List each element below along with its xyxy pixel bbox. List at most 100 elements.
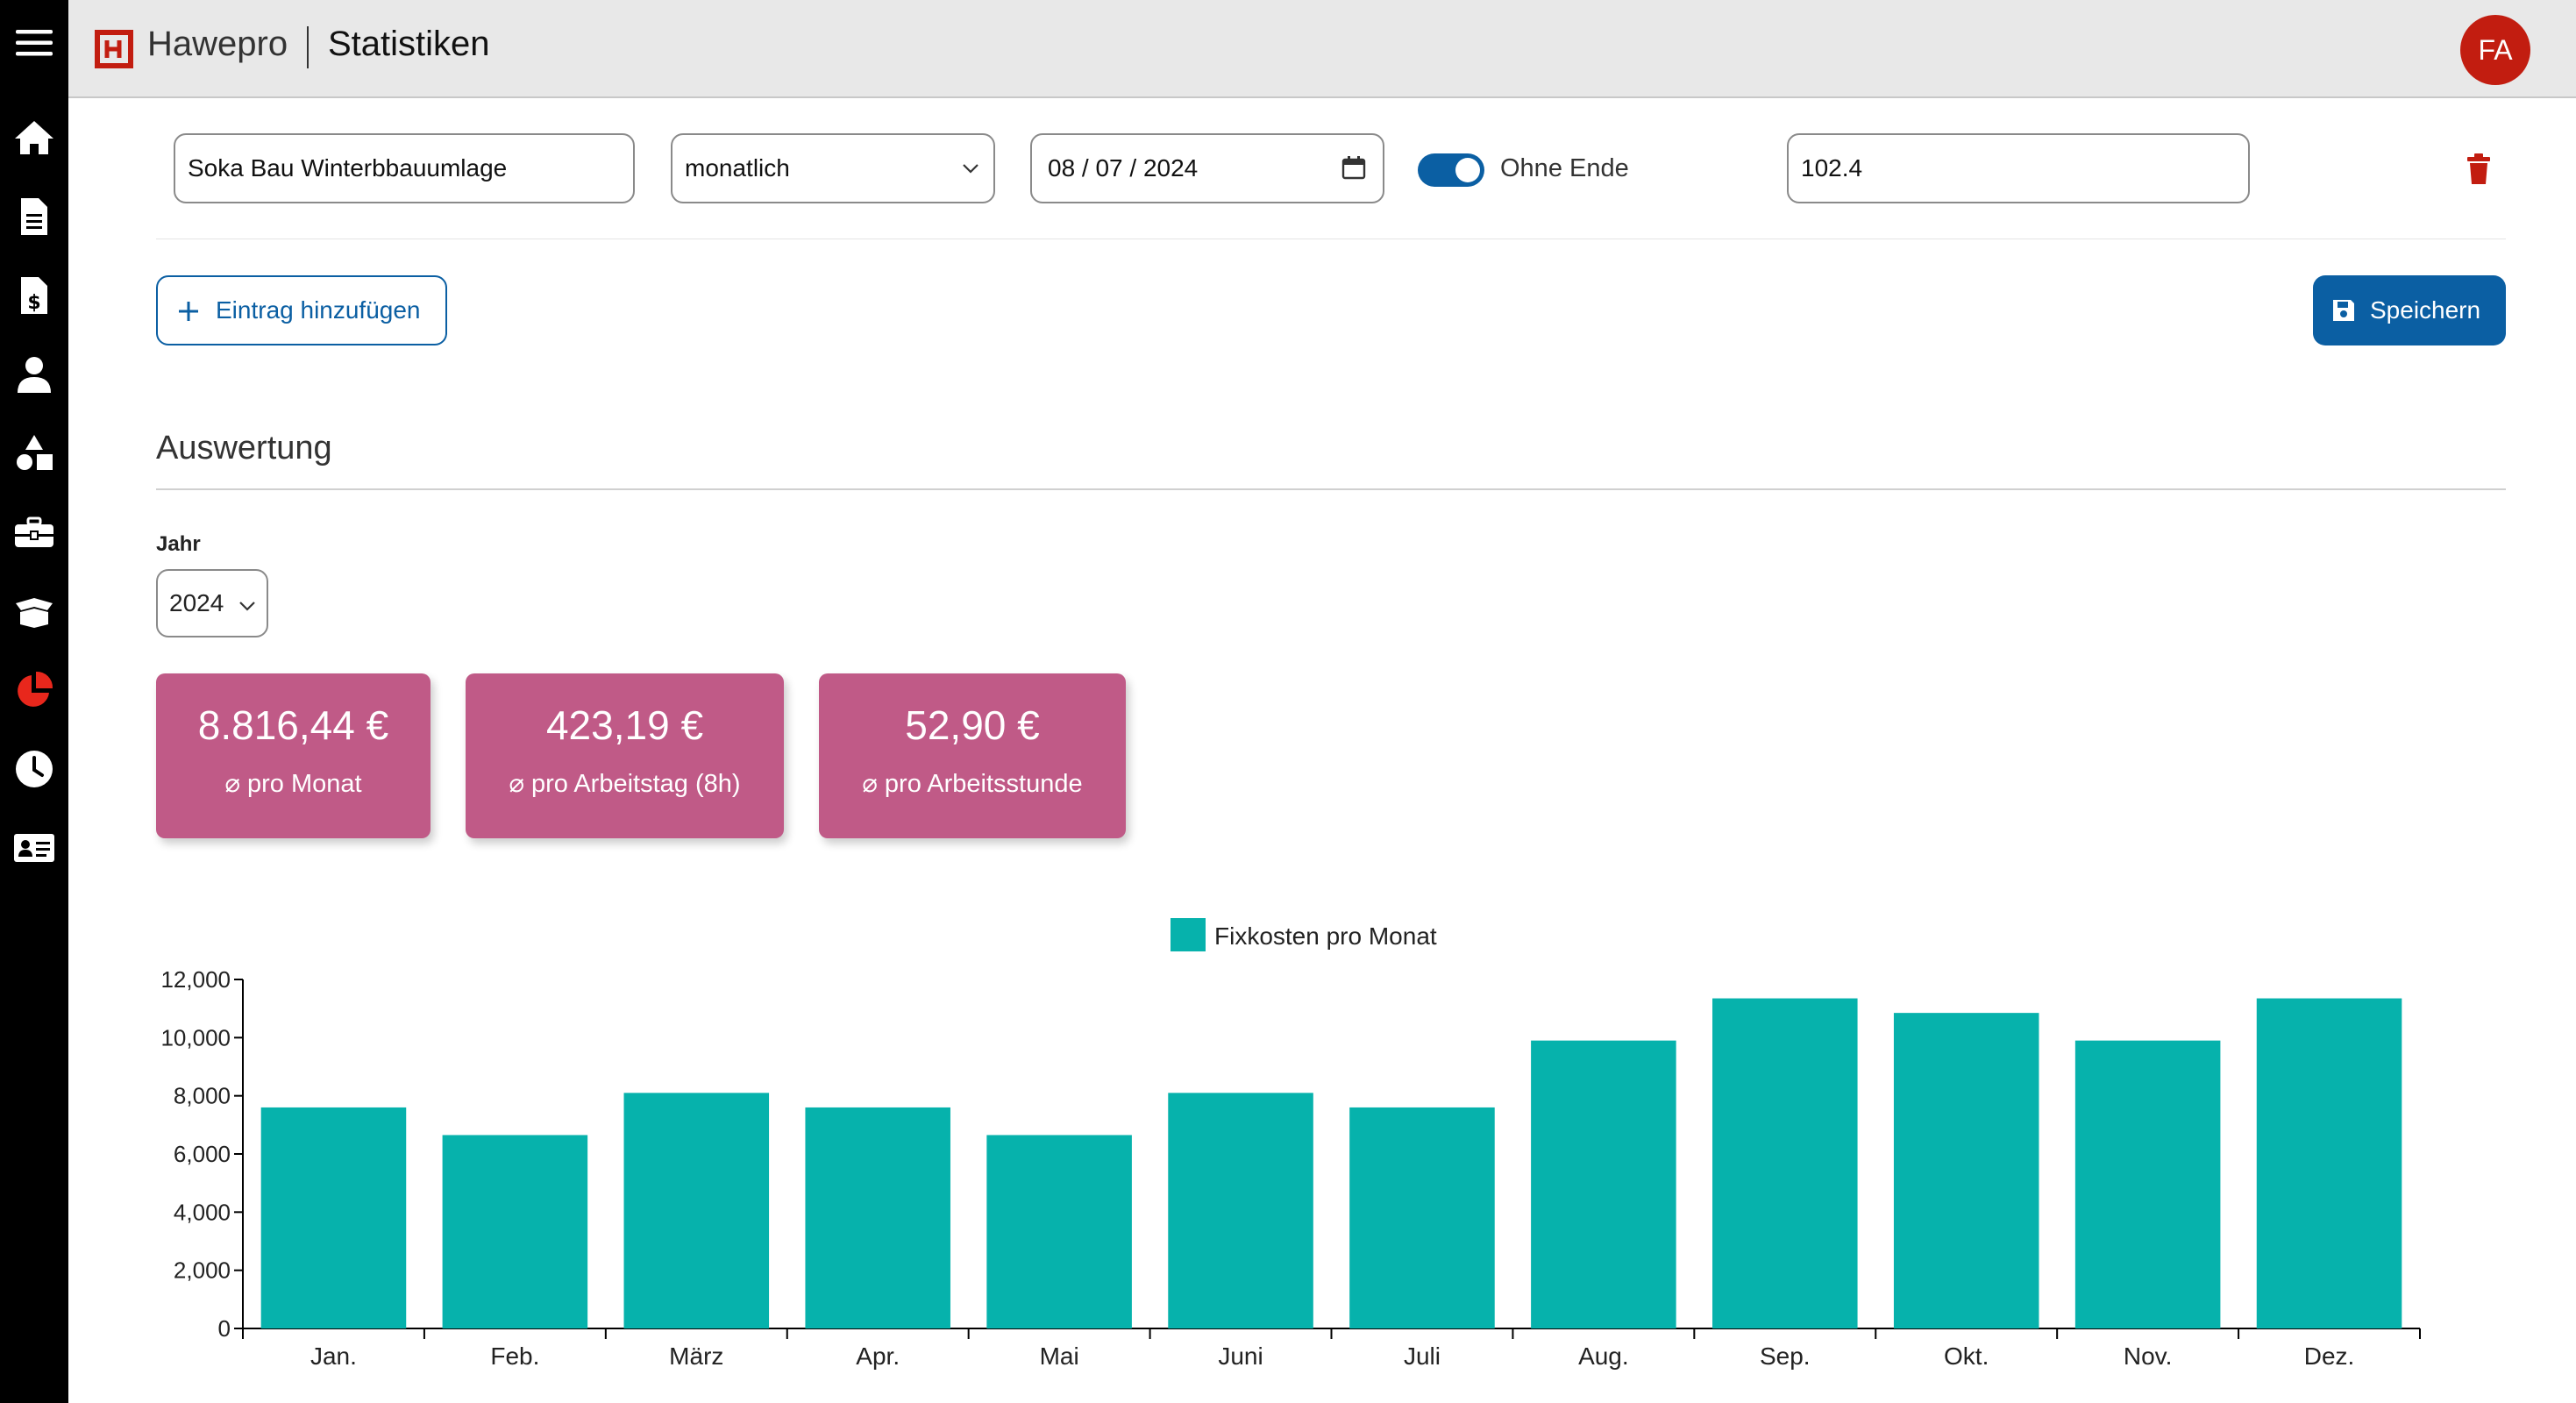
- y-tick-label: 10,000: [160, 1024, 231, 1050]
- kpi-label: pro Arbeitstag (8h): [530, 770, 741, 798]
- page-title: Statistiken: [328, 25, 490, 63]
- pie-chart-icon: [18, 671, 53, 707]
- sidebar-item-tools[interactable]: [0, 502, 68, 563]
- x-tick-label: Nov.: [2124, 1342, 2173, 1370]
- hamburger-icon: [16, 30, 53, 56]
- bar: [2074, 1040, 2221, 1328]
- bar: [623, 1093, 770, 1328]
- x-tick-label: Jan.: [310, 1342, 357, 1370]
- bar: [986, 1135, 1132, 1328]
- year-select[interactable]: 2024: [156, 569, 268, 637]
- amount-input[interactable]: 102.4: [1787, 133, 2250, 203]
- year-label: Jahr: [156, 532, 201, 556]
- x-tick-label: Okt.: [1944, 1342, 1989, 1370]
- sidebar-item-contacts[interactable]: [0, 817, 68, 879]
- x-tick-label: Juni: [1218, 1342, 1263, 1370]
- save-button[interactable]: Speichern: [2313, 275, 2506, 345]
- box-icon: [16, 598, 53, 628]
- add-entry-label: Eintrag hinzufügen: [216, 296, 421, 324]
- kpi-card-per-month: 8.816,44 € ⌀ pro Monat: [156, 673, 431, 838]
- bar: [1893, 1013, 2039, 1328]
- invoice-icon: $: [21, 277, 47, 314]
- average-icon: ⌀: [224, 770, 240, 798]
- fixed-costs-bar-chart: Fixkosten pro Monat 0 2,000 4,000 6,000 8,000…: [160, 918, 2421, 1370]
- kpi-card-per-hour: 52,90 € ⌀ pro Arbeitsstunde: [819, 673, 1126, 838]
- average-icon: ⌀: [862, 770, 878, 798]
- brand-separator: [307, 26, 309, 68]
- sidebar-item-objects[interactable]: [0, 423, 68, 484]
- shapes-icon: [17, 435, 53, 470]
- calendar-icon[interactable]: [1341, 154, 1367, 181]
- kpi-value: 8.816,44 €: [197, 702, 389, 748]
- svg-text:$: $: [27, 292, 40, 314]
- evaluation-divider: [156, 488, 2506, 490]
- add-entry-button[interactable]: Eintrag hinzufügen: [156, 275, 447, 345]
- hawepro-logo-icon: [95, 30, 133, 68]
- bar: [805, 1107, 950, 1328]
- chevron-down-icon: [963, 164, 978, 174]
- save-label: Speichern: [2370, 296, 2481, 324]
- kpi-label: pro Arbeitsstunde: [884, 770, 1083, 798]
- chevron-down-icon: [239, 602, 255, 611]
- toolbox-icon: [15, 516, 53, 547]
- sidebar-item-time[interactable]: [0, 738, 68, 800]
- kpi-value: 423,19 €: [545, 702, 704, 748]
- y-tick-label: 12,000: [160, 966, 231, 993]
- document-icon: [21, 198, 47, 235]
- sidebar-item-materials[interactable]: [0, 580, 68, 642]
- bar: [1349, 1107, 1495, 1328]
- kpi-value: 52,90 €: [905, 702, 1040, 748]
- legend-label: Fixkosten pro Monat: [1214, 922, 1437, 950]
- bar: [1531, 1040, 1676, 1328]
- brand-name: Hawepro: [147, 25, 288, 63]
- x-tick-label: März: [669, 1342, 723, 1370]
- person-icon: [18, 357, 51, 393]
- bar: [2256, 998, 2402, 1328]
- entry-name-input[interactable]: Soka Bau Winterbbauumlage: [174, 133, 635, 203]
- sidebar-item-home[interactable]: [0, 107, 68, 168]
- evaluation-title: Auswertung: [156, 430, 332, 466]
- date-value: 08 / 07 / 2024: [1048, 154, 1199, 182]
- kpi-label-row: ⌀ pro Arbeitsstunde: [819, 768, 1126, 799]
- bar: [1168, 1093, 1313, 1328]
- top-bar: Hawepro Statistiken FA: [68, 0, 2576, 98]
- kpi-card-per-workday: 423,19 € ⌀ pro Arbeitstag (8h): [466, 673, 784, 838]
- interval-value: monatlich: [685, 154, 790, 182]
- entry-name-value: Soka Bau Winterbbauumlage: [188, 154, 508, 182]
- y-tick-label: 4,000: [174, 1199, 231, 1225]
- interval-select[interactable]: monatlich: [671, 133, 995, 203]
- x-tick-label: Dez.: [2304, 1342, 2355, 1370]
- end-date-toggle-label: Ohne Ende: [1500, 154, 1629, 182]
- kpi-label-row: ⌀ pro Monat: [156, 768, 431, 799]
- x-tick-label: Sep.: [1760, 1342, 1811, 1370]
- average-icon: ⌀: [509, 770, 524, 798]
- end-date-toggle[interactable]: [1418, 153, 1484, 187]
- y-tick-label: 6,000: [174, 1141, 231, 1167]
- kpi-label: pro Monat: [246, 770, 362, 798]
- date-input[interactable]: 08 / 07 / 2024: [1030, 133, 1384, 203]
- amount-value: 102.4: [1801, 154, 1863, 182]
- sidebar-item-users[interactable]: [0, 344, 68, 405]
- year-value: 2024: [169, 589, 224, 616]
- sidebar-item-statistics[interactable]: [0, 659, 68, 721]
- legend-swatch: [1171, 918, 1206, 951]
- kpi-label-row: ⌀ pro Arbeitstag (8h): [466, 768, 784, 799]
- save-disk-icon: [2333, 300, 2354, 321]
- bar: [1712, 998, 1858, 1328]
- clock-icon: [16, 751, 53, 787]
- x-tick-label: Aug.: [1578, 1342, 1629, 1370]
- menu-toggle-button[interactable]: [0, 12, 68, 74]
- bar: [260, 1107, 407, 1328]
- x-tick-label: Mai: [1040, 1342, 1079, 1370]
- sidebar-item-invoices[interactable]: $: [0, 265, 68, 326]
- x-tick-label: Juli: [1404, 1342, 1441, 1370]
- x-tick-label: Feb.: [490, 1342, 539, 1370]
- home-icon: [15, 121, 53, 154]
- sidebar-item-documents[interactable]: [0, 186, 68, 247]
- delete-entry-trash-icon[interactable]: [2466, 153, 2492, 185]
- user-avatar-button[interactable]: FA: [2460, 15, 2530, 85]
- y-tick-label: 2,000: [174, 1257, 231, 1284]
- y-tick-label: 0: [218, 1315, 231, 1342]
- sidebar: $: [0, 0, 68, 1403]
- y-tick-label: 8,000: [174, 1083, 231, 1109]
